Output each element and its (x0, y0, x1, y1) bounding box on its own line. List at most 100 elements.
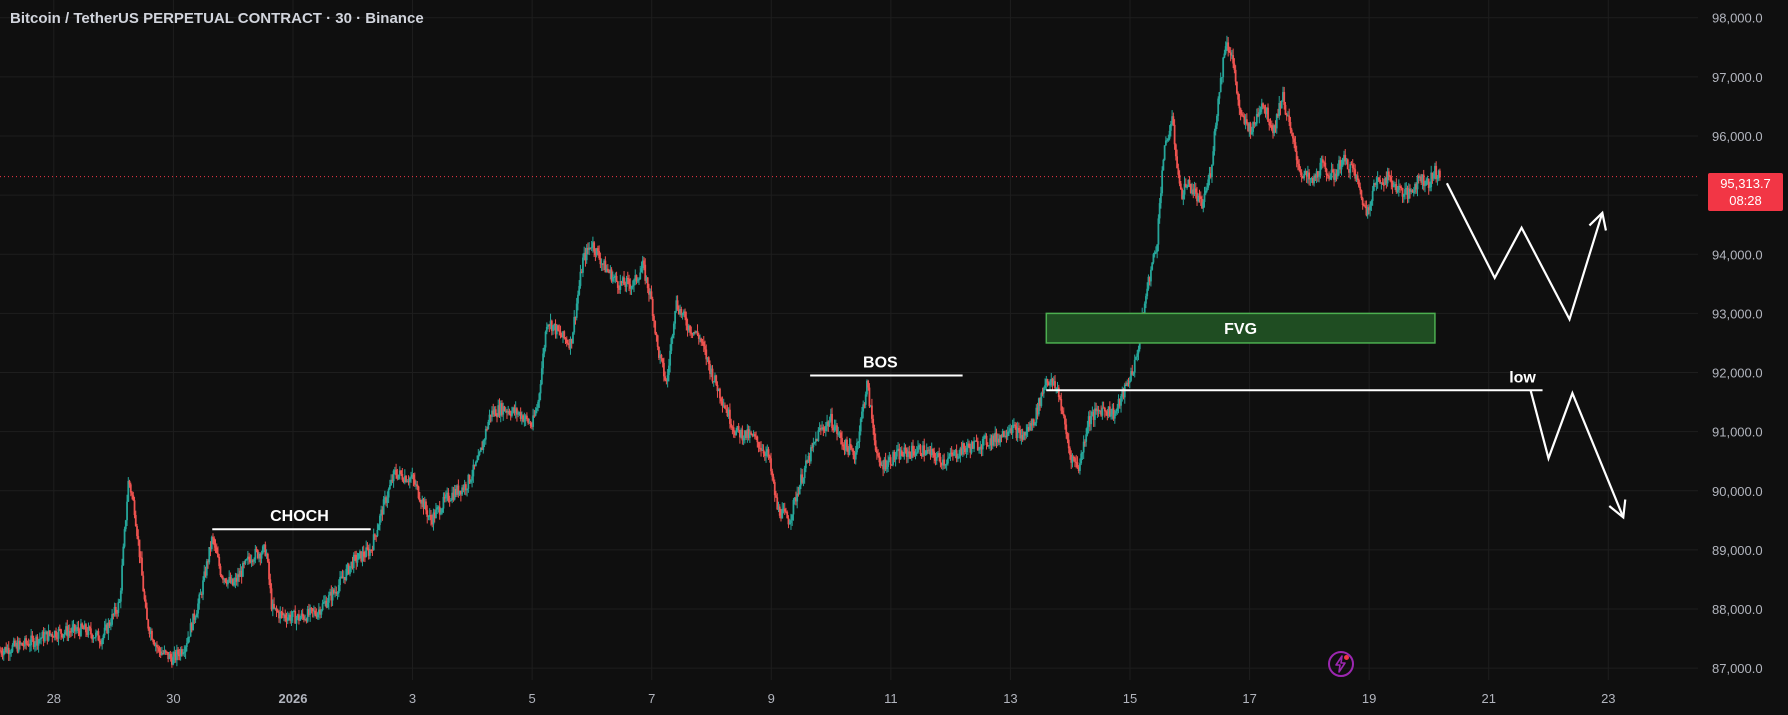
candle-body (726, 409, 729, 417)
candle-body (643, 260, 645, 265)
candle-body (371, 549, 374, 551)
forecast-up-arrow-arrowhead (1588, 210, 1607, 231)
candle-body (466, 488, 468, 491)
candle-body (598, 250, 601, 259)
y-axis[interactable]: 87,000.0 88,000.0 89,000.0 90,000.0 91,000.0… (1712, 11, 1763, 676)
candle-body (1324, 162, 1327, 169)
candle-body (716, 384, 719, 392)
candle-body (1390, 176, 1393, 183)
candle-body (1009, 428, 1012, 432)
candle-body (740, 429, 743, 438)
candle-body (175, 649, 178, 661)
candle-body (1171, 116, 1174, 125)
candle-body (671, 335, 674, 339)
candle-body (1325, 168, 1328, 175)
candle-body (795, 497, 797, 502)
candle-body (104, 624, 107, 628)
candle-body (920, 454, 923, 457)
candle-body (506, 410, 508, 413)
candle-body (777, 506, 780, 510)
candle-body (847, 447, 850, 455)
x-axis[interactable]: 28 30 2026 3 5 7 9 11 13 15 17 19 21 23 (47, 691, 1616, 706)
candle-body (124, 520, 127, 530)
candle-body (1222, 57, 1225, 78)
candle-body (41, 632, 44, 639)
candle-body (898, 448, 901, 460)
candle-body (590, 247, 593, 249)
lightning-icon[interactable] (1328, 651, 1354, 677)
candle-body (285, 618, 288, 622)
candle-body (548, 324, 551, 326)
candle-body (137, 536, 140, 540)
candle-body (1243, 116, 1246, 124)
candle-body (1145, 296, 1147, 304)
candle-body (268, 561, 270, 580)
candle-body (554, 323, 557, 335)
candle-body (1069, 448, 1071, 455)
candle-body (970, 442, 973, 453)
candle-body (824, 425, 827, 431)
candle-body (899, 450, 902, 460)
candle-body (1080, 453, 1083, 464)
candle-body (1321, 159, 1324, 163)
candle-body (5, 647, 8, 653)
candle-body (844, 439, 847, 451)
candle-body (843, 446, 846, 451)
candle-body (448, 500, 451, 502)
candle-body (403, 476, 406, 483)
candle-body (492, 410, 495, 415)
candle-body (418, 498, 421, 502)
candle-body (1092, 411, 1095, 420)
candle-body (1176, 156, 1178, 169)
candle-body (374, 534, 376, 536)
candle-body (557, 325, 559, 331)
candle-body (314, 610, 317, 615)
candle-body (325, 600, 328, 608)
candle-body (979, 446, 982, 450)
symbol-title[interactable]: Bitcoin / TetherUS PERPETUAL CONTRACT · … (10, 10, 424, 27)
candle-body (1319, 162, 1322, 176)
candle-body (1130, 371, 1132, 381)
candle-body (994, 432, 997, 442)
candle-body (841, 437, 843, 445)
candle-body (596, 248, 599, 251)
candle-body (945, 463, 948, 465)
candle-body (1115, 411, 1117, 414)
candle-body (1085, 434, 1088, 442)
candle-body (1254, 123, 1257, 125)
candle-body (1005, 435, 1008, 437)
candle-body (234, 577, 237, 582)
candle-body (1275, 114, 1278, 129)
candle-body (1289, 121, 1292, 130)
candle-body (1112, 408, 1115, 419)
candle-body (1181, 189, 1183, 199)
low-label: low (1509, 369, 1536, 386)
candle-body (0, 650, 3, 654)
candle-body (1364, 205, 1367, 207)
candle-body (1353, 167, 1355, 170)
candle-body (912, 445, 914, 452)
candle-body (205, 561, 208, 576)
candle-body (388, 484, 391, 490)
candle-body (1184, 183, 1187, 188)
candle-body (281, 612, 284, 616)
candle-body (1040, 393, 1043, 406)
candle-body (1189, 183, 1192, 194)
candle-body (1386, 171, 1389, 184)
candle-body (834, 425, 837, 427)
candle-body (1385, 177, 1388, 184)
candle-body (1402, 194, 1405, 197)
candle-body (719, 388, 721, 399)
candle-body (1431, 172, 1434, 179)
candle-body (204, 571, 207, 576)
candle-body (572, 332, 574, 344)
candle-body (745, 430, 748, 438)
candle-body (425, 501, 427, 511)
candle-body (980, 446, 983, 450)
candle-body (30, 635, 33, 646)
candle-body (432, 512, 435, 525)
candle-body (872, 418, 875, 428)
candle-body (178, 654, 181, 657)
candle-body (1074, 458, 1076, 462)
